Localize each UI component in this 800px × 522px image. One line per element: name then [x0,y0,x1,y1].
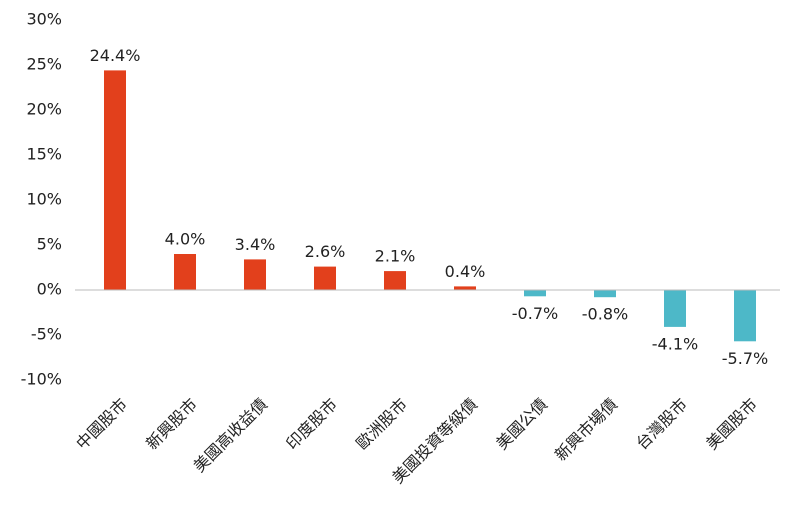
y-tick-label: 5% [37,235,62,254]
bar [104,70,126,291]
x-tick-label: 中國股市 [72,395,131,454]
y-tick-label: 10% [26,190,62,209]
bar [524,290,546,297]
x-tick-label: 美國高收益債 [190,395,271,476]
bar [454,286,476,290]
data-label: -5.7% [722,349,768,368]
y-tick-label: 15% [26,145,62,164]
data-label: -0.8% [582,305,628,324]
x-tick-label: 新興市場債 [551,395,621,465]
y-tick-label: 30% [26,10,62,29]
data-label: -4.1% [652,334,698,353]
y-tick-label: 25% [26,55,62,74]
data-label: 3.4% [235,235,276,254]
x-tick-label: 歐洲股市 [352,395,411,454]
bar [384,271,406,290]
bar [594,290,616,298]
y-tick-label: -10% [21,370,62,389]
data-label: 4.0% [165,230,206,249]
bar [734,290,756,342]
data-label: 0.4% [445,262,486,281]
bar [314,266,336,290]
x-tick-label: 美國公債 [492,395,551,454]
x-tick-label: 印度股市 [282,395,341,454]
bar [174,254,196,290]
data-label: 2.6% [305,242,346,261]
y-tick-label: 20% [26,100,62,119]
data-label: 2.1% [375,247,416,266]
x-tick-label: 新興股市 [142,395,201,454]
x-tick-label: 美國股市 [702,395,761,454]
bar [244,259,266,290]
data-label: 24.4% [90,46,141,65]
y-tick-label: -5% [31,325,62,344]
bar [664,290,686,327]
y-tick-label: 0% [37,280,62,299]
data-label: -0.7% [512,304,558,323]
x-tick-label: 台灣股市 [632,395,691,454]
